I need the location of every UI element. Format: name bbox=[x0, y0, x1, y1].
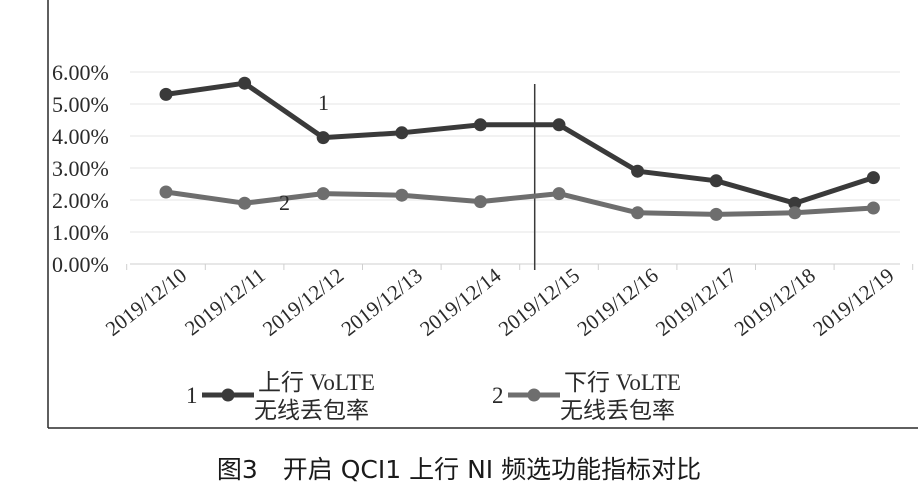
y-tick-label: 1.00% bbox=[52, 220, 109, 245]
series-1-number-label: 1 bbox=[318, 90, 329, 115]
y-tick-label: 0.00% bbox=[52, 252, 109, 277]
y-tick-label: 2.00% bbox=[52, 188, 109, 213]
data-point bbox=[866, 201, 880, 215]
data-point bbox=[316, 187, 330, 201]
x-tick-label: 2019/12/13 bbox=[337, 263, 427, 341]
series-line bbox=[165, 189, 874, 217]
data-point bbox=[473, 195, 487, 209]
legend-item-1: 1 上行 VoLTE 无线丢包率 bbox=[186, 370, 375, 423]
x-tick-label: 2019/12/10 bbox=[101, 263, 191, 341]
y-tick-label: 3.00% bbox=[52, 156, 109, 181]
x-tick-label: 2019/12/15 bbox=[494, 263, 584, 341]
legend-swatch-point bbox=[527, 388, 541, 402]
series-layer: 12 bbox=[159, 76, 880, 221]
x-tick-label: 2019/12/11 bbox=[180, 263, 270, 340]
data-point bbox=[709, 207, 723, 221]
figure-caption: 图3 开启 QCI1 上行 NI 频选功能指标对比 bbox=[217, 455, 701, 484]
series-2-number-label: 2 bbox=[279, 190, 290, 215]
data-point bbox=[238, 76, 252, 90]
data-point bbox=[631, 164, 645, 178]
data-point bbox=[631, 206, 645, 220]
data-point bbox=[395, 188, 409, 202]
data-point bbox=[473, 118, 487, 132]
data-point bbox=[159, 87, 173, 101]
legend-number: 1 bbox=[186, 383, 198, 408]
data-point bbox=[395, 126, 409, 140]
y-tick-label: 6.00% bbox=[52, 60, 109, 85]
data-point bbox=[316, 131, 330, 145]
series-line bbox=[165, 80, 875, 206]
legend-label: 无线丢包率 bbox=[254, 398, 369, 423]
data-point bbox=[552, 187, 566, 201]
plot-frame bbox=[47, 0, 918, 429]
legend-swatch-point bbox=[221, 388, 235, 402]
x-tick-label: 2019/12/19 bbox=[808, 263, 898, 341]
data-point bbox=[159, 185, 173, 199]
legend-label: 上行 VoLTE bbox=[258, 370, 375, 395]
legend-label: 无线丢包率 bbox=[560, 398, 675, 423]
x-axis bbox=[126, 263, 914, 270]
x-tick-label: 2019/12/12 bbox=[258, 263, 348, 341]
data-point bbox=[788, 196, 802, 210]
x-tick-label: 2019/12/16 bbox=[573, 263, 663, 341]
y-tick-label: 5.00% bbox=[52, 92, 109, 117]
series-2 bbox=[159, 185, 880, 221]
data-point bbox=[866, 171, 880, 185]
legend-label: 下行 VoLTE bbox=[564, 370, 681, 395]
x-tick-labels: 2019/12/102019/12/112019/12/122019/12/13… bbox=[101, 263, 899, 341]
data-point bbox=[709, 174, 723, 188]
x-tick-label: 2019/12/17 bbox=[651, 263, 741, 341]
legend: 1 上行 VoLTE 无线丢包率 2 下行 VoLTE 无线丢包率 bbox=[186, 370, 681, 423]
y-tick-labels: 0.00% 1.00% 2.00% 3.00% 4.00% 5.00% 6.00% bbox=[52, 60, 109, 277]
series-1 bbox=[159, 76, 880, 210]
data-point bbox=[788, 206, 802, 220]
legend-item-2: 2 下行 VoLTE 无线丢包率 bbox=[492, 370, 681, 423]
data-point bbox=[552, 118, 566, 132]
y-tick-label: 4.00% bbox=[52, 124, 109, 149]
x-tick-label: 2019/12/18 bbox=[730, 263, 820, 341]
x-tick-label: 2019/12/14 bbox=[415, 263, 506, 341]
data-point bbox=[238, 196, 252, 210]
legend-number: 2 bbox=[492, 383, 504, 408]
